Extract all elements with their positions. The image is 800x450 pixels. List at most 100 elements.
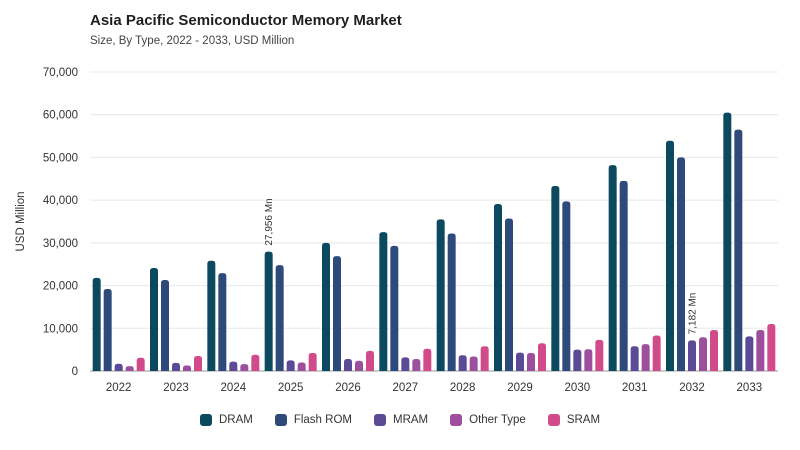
bar-sram — [423, 348, 432, 371]
legend-item: MRAM — [373, 414, 428, 426]
y-tick-label: 0 — [72, 366, 78, 378]
x-tick-label: 2029 — [507, 382, 533, 394]
bar-other-type — [699, 337, 707, 371]
bar-dram — [92, 277, 101, 371]
legend-swatch — [547, 414, 560, 426]
bar-dram — [322, 242, 330, 371]
bar-flash-rom — [161, 280, 169, 371]
x-tick-label: 2028 — [450, 382, 476, 394]
bar-other-type — [412, 359, 421, 371]
bar-flash-rom — [390, 245, 399, 371]
bar-other-type — [527, 353, 535, 371]
bar-sram — [710, 329, 718, 371]
legend-swatch — [373, 414, 386, 426]
legend-item: DRAM — [199, 414, 253, 426]
bar-dram — [551, 186, 560, 371]
y-tick-label: 50,000 — [43, 152, 78, 164]
bar-sram — [251, 354, 260, 371]
bar-mram — [344, 359, 352, 371]
x-tick-label: 2033 — [737, 382, 763, 394]
bar-flash-rom — [619, 180, 628, 371]
bar-sram — [538, 343, 546, 371]
legend-label: SRAM — [566, 414, 601, 426]
bar-other-type — [469, 356, 478, 371]
bar-sram — [767, 324, 776, 371]
bar-sram — [595, 339, 604, 371]
bar-mram — [516, 352, 524, 371]
bar-dram — [436, 219, 445, 371]
y-tick-label: 30,000 — [43, 238, 78, 250]
bar-other-type — [240, 364, 249, 371]
bar-mram — [172, 362, 180, 371]
x-tick-label: 2023 — [163, 382, 189, 394]
bar-flash-rom — [505, 218, 513, 371]
bar-dram — [608, 165, 617, 371]
bar-mram — [286, 360, 295, 371]
bar-mram — [229, 361, 238, 371]
x-tick-label: 2022 — [106, 382, 132, 394]
bar-dram — [150, 268, 158, 371]
bar-flash-rom — [562, 201, 571, 371]
legend-label: DRAM — [218, 414, 253, 426]
bar-other-type — [355, 360, 363, 371]
x-tick-label: 2027 — [393, 382, 419, 394]
x-tick-label: 2024 — [221, 382, 247, 394]
bar-mram — [688, 340, 696, 371]
legend-swatch — [450, 414, 463, 426]
bar-mram — [573, 349, 582, 371]
bar-dram — [264, 251, 273, 371]
y-tick-label: 20,000 — [43, 281, 78, 293]
x-tick-label: 2031 — [622, 382, 648, 394]
bar-mram — [458, 355, 467, 371]
y-tick-label: 40,000 — [43, 195, 78, 207]
bar-flash-rom — [734, 129, 743, 371]
bar-sram — [136, 357, 145, 371]
bar-flash-rom — [333, 256, 341, 371]
bar-dram — [379, 232, 388, 371]
bar-chart: 0 10,000 20,000 30,000 40,000 50,000 60,000 70,… — [15, 67, 778, 394]
bar-dram — [666, 140, 674, 371]
legend-item: SRAM — [547, 414, 601, 426]
x-tick-label: 2025 — [278, 382, 304, 394]
bar-sram — [366, 350, 374, 371]
bar-mram — [630, 346, 639, 371]
bar-flash-rom — [677, 157, 685, 371]
bar-sram — [652, 335, 661, 371]
bar-flash-rom — [103, 288, 112, 371]
legend-item: Other Type — [450, 414, 526, 426]
chart-subtitle: Size, By Type, 2022 - 2033, USD Million — [90, 35, 295, 47]
bar-flash-rom — [447, 233, 456, 371]
bar-mram — [114, 363, 123, 371]
x-tick-label: 2032 — [679, 382, 705, 394]
chart-title: Asia Pacific Semiconductor Memory Market — [90, 12, 402, 29]
y-tick-label: 70,000 — [43, 67, 78, 79]
bar-other-type — [183, 365, 191, 371]
bar-dram — [723, 112, 732, 371]
bar-flash-rom — [218, 273, 227, 371]
y-axis-label: USD Million — [15, 191, 27, 251]
bar-other-type — [641, 344, 650, 371]
data-label: 7,182 Mn — [688, 293, 699, 335]
bar-other-type — [756, 329, 765, 371]
legend-label: Flash ROM — [293, 414, 352, 426]
x-tick-label: 2030 — [565, 382, 591, 394]
bar-other-type — [125, 366, 134, 371]
x-tick-label: 2026 — [335, 382, 361, 394]
chart-legend: DRAM Flash ROM MRAM Other Type SRAM — [0, 414, 800, 426]
bar-other-type — [297, 362, 306, 371]
bar-sram — [480, 346, 489, 371]
y-tick-label: 60,000 — [43, 110, 78, 122]
bar-other-type — [584, 349, 593, 371]
bar-dram — [494, 203, 502, 371]
bar-mram — [401, 357, 410, 371]
bar-sram — [194, 356, 202, 371]
bar-flash-rom — [275, 265, 284, 371]
legend-swatch — [274, 414, 287, 426]
legend-swatch — [199, 414, 212, 426]
y-tick-label: 10,000 — [43, 323, 78, 335]
legend-item: Flash ROM — [274, 414, 352, 426]
bar-dram — [207, 260, 216, 371]
bar-sram — [308, 353, 317, 371]
bar-mram — [745, 336, 754, 371]
data-label: 27,956 Mn — [264, 198, 275, 245]
